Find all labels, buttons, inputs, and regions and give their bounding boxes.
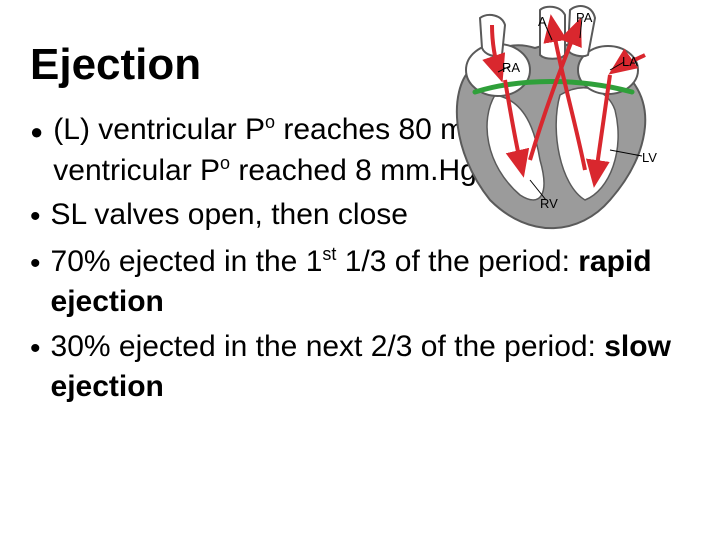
bullet-text: 70% ejected in the 1st 1/3 of the period… [51,242,690,323]
bullet-tiny-icon [30,197,41,238]
bullet-text: 30% ejected in the next 2/3 of the perio… [51,327,690,408]
bullet-item: 30% ejected in the next 2/3 of the perio… [30,327,690,408]
bullet-item: 70% ejected in the 1st 1/3 of the period… [30,242,690,323]
heart-label-ra: RA [502,60,520,75]
heart-label-lv: LV [642,150,657,165]
heart-label-rv: RV [540,196,558,211]
slide-title: Ejection [30,40,201,90]
bullet-tiny-icon [30,329,41,370]
heart-label-a: A [538,14,547,29]
bullet-dot-icon [30,112,43,153]
heart-label-la: LA [622,54,638,69]
heart-label-pa: PA [576,10,592,25]
heart-diagram: A PA RA LA LV RV [410,0,670,240]
bullet-tiny-icon [30,244,41,285]
